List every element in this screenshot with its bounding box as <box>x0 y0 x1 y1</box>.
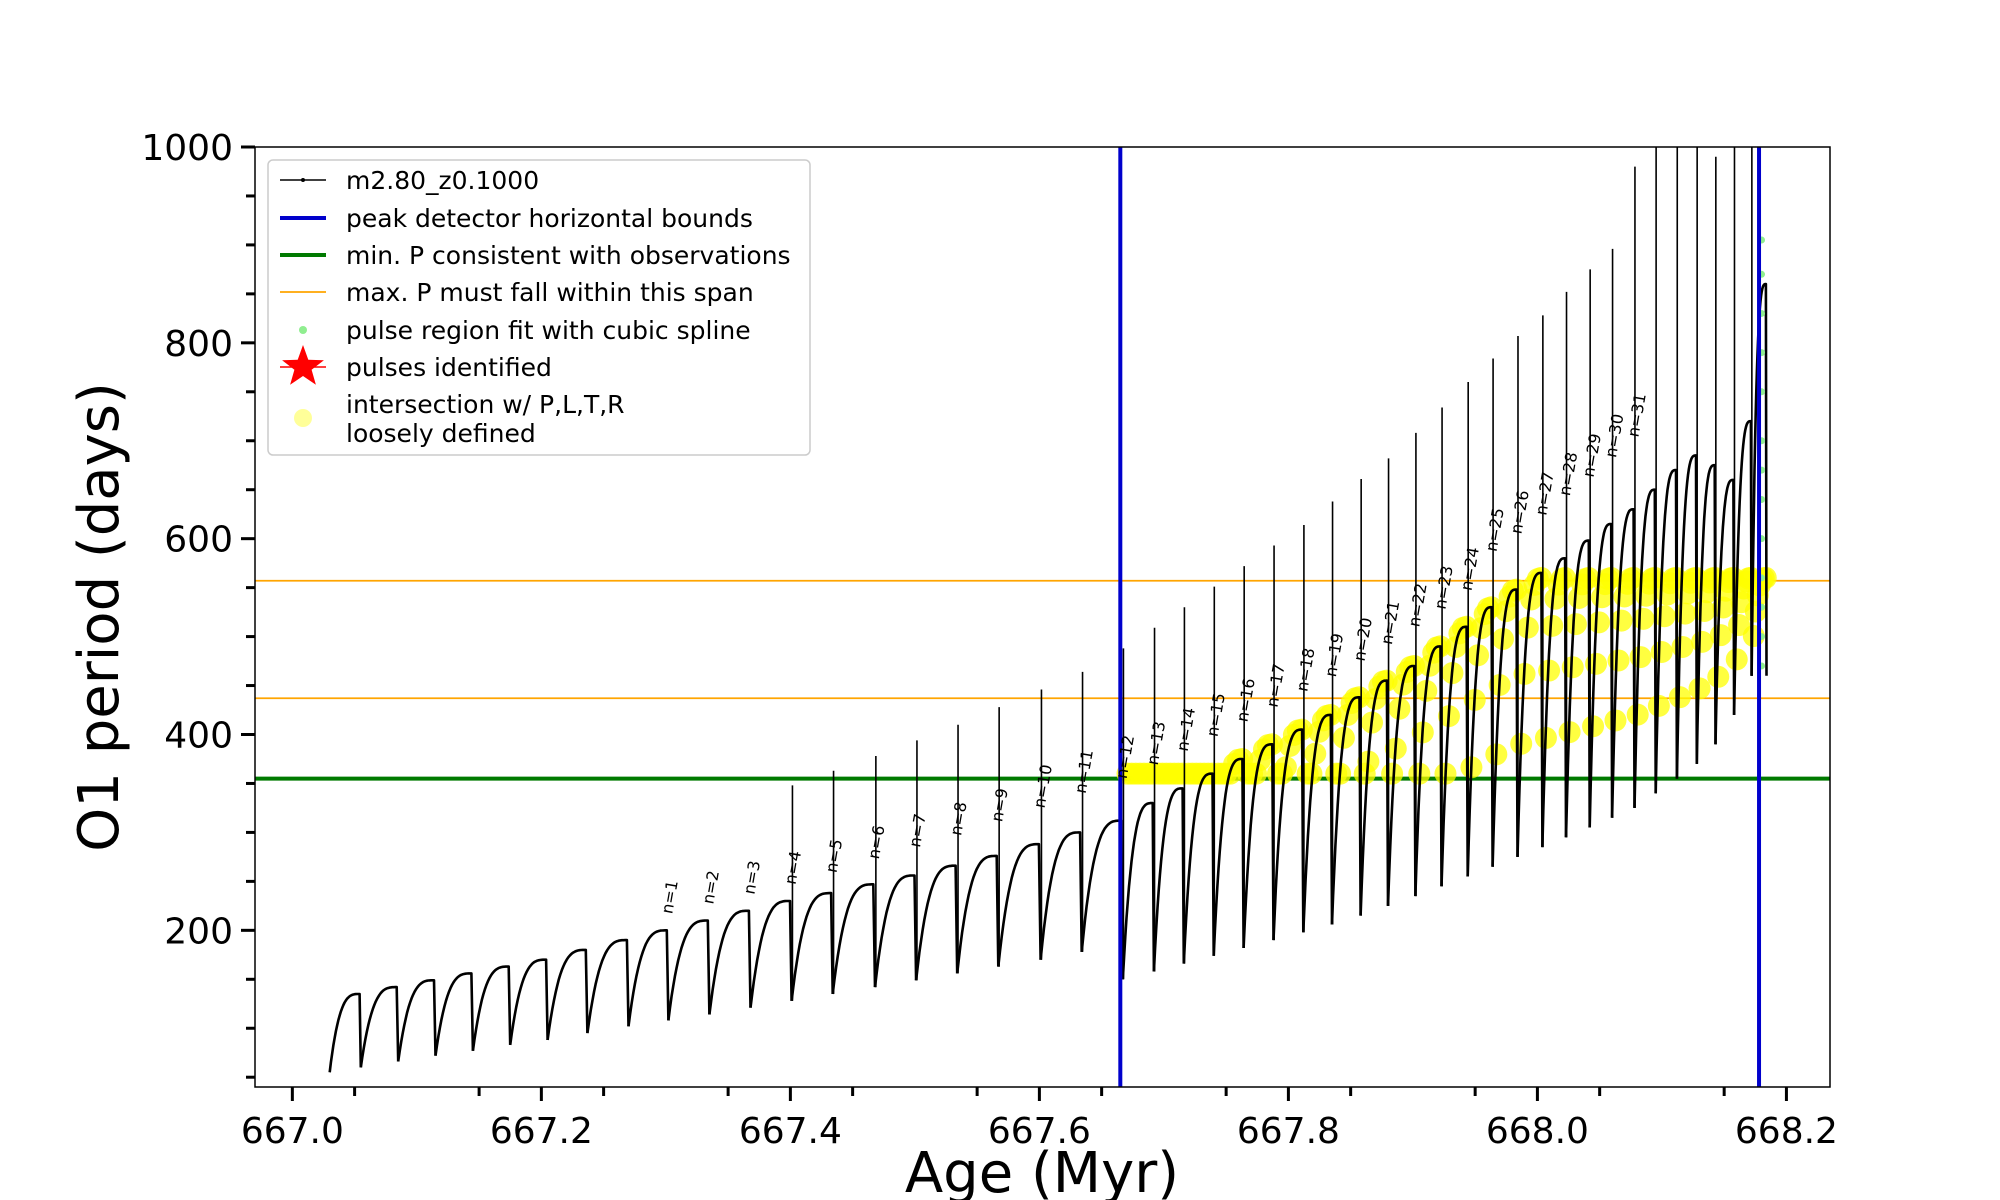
pulse-curve-28 <box>1330 696 1362 925</box>
plot-content: n=1 n=2 n=3 n=4 n=5 n=6 n=7 n=8 n=9 n=10 n=11 n=12 n… <box>255 147 1830 1087</box>
pulse-curve-1 <box>328 992 363 1073</box>
x-tick-label-4: 667.8 <box>1237 1111 1340 1152</box>
y-tick-label-1: 400 <box>164 716 233 757</box>
pulse-curve-18 <box>997 842 1042 967</box>
plot-area: n=1 n=2 n=3 n=4 n=5 n=6 n=7 n=8 n=9 n=10 n=11 n=12 n… <box>255 147 1830 1087</box>
pulse-curve-4 <box>434 972 475 1056</box>
pulse-curve-37 <box>1564 539 1591 838</box>
x-tick-label-5: 668.0 <box>1486 1111 1589 1152</box>
pulse-curve-29 <box>1359 679 1390 916</box>
pulse-curve-8 <box>586 938 630 1034</box>
legend-label-7: intersection w/ P,L,T,R <box>346 390 625 419</box>
y-tick-label-0: 200 <box>164 911 233 952</box>
pulse-curve-12 <box>749 899 793 1008</box>
pulse-curve-11 <box>708 909 752 1015</box>
pulse-curve-45 <box>1732 419 1753 715</box>
pulse-curve-5 <box>471 965 512 1051</box>
x-tick-label-2: 667.4 <box>739 1111 842 1152</box>
legend-swatch-circle <box>294 409 312 427</box>
pulse-curve-44 <box>1714 478 1736 745</box>
legend-swatch-star <box>282 345 324 385</box>
pulse-curve-40 <box>1633 488 1657 808</box>
legend-frame <box>267 159 811 456</box>
intersection-marker <box>1691 630 1714 653</box>
pulse-curve-35 <box>1516 571 1544 857</box>
pulse-curve-38 <box>1588 522 1614 828</box>
pulse-curve-31 <box>1414 645 1443 897</box>
pulse-curve-13 <box>790 891 834 1001</box>
x-tick-label-6: 668.2 <box>1735 1111 1838 1152</box>
legend-label-4: max. P must fall within this span <box>346 278 754 307</box>
intersection-marker <box>1632 607 1655 630</box>
axes: 667.0 667.2 667.4 667.6 667.8 668.0 668.2 200 40… <box>141 128 1838 1152</box>
legend-swatch-dot <box>299 326 307 334</box>
pulse-curve-15 <box>873 874 918 988</box>
intersection-marker <box>1588 611 1611 634</box>
pulse-curve-2 <box>359 985 400 1068</box>
pulse-curve-20 <box>1080 819 1125 980</box>
pulse-curve-14 <box>831 883 877 995</box>
pulse-curve-27 <box>1302 713 1334 933</box>
intersection-marker <box>1671 635 1694 658</box>
legend-label-6: pulses identified <box>346 353 552 382</box>
y-tick-label-4: 1000 <box>141 128 233 169</box>
x-axis-title: Age (Myr) <box>905 1141 1179 1200</box>
legend-label-2: peak detector horizontal bounds <box>346 204 753 233</box>
pulse-curve-33 <box>1466 605 1494 877</box>
intersection-marker <box>1610 609 1633 632</box>
plot-frame <box>254 146 1831 1088</box>
pulse-curve-21 <box>1121 801 1156 980</box>
x-tick-label-0: 667.0 <box>241 1111 344 1152</box>
legend-label-3: min. P consistent with observations <box>346 241 791 270</box>
x-tick-label-1: 667.2 <box>490 1111 593 1152</box>
y-tick-label-3: 800 <box>164 324 233 365</box>
pulse-curve-7 <box>546 948 589 1041</box>
pulse-curve-24 <box>1212 757 1245 956</box>
pulse-curve-25 <box>1242 743 1275 949</box>
pulse-curve-23 <box>1182 772 1215 964</box>
legend-label-7-line2: loosely defined <box>346 419 536 448</box>
pulse-curve-26 <box>1272 728 1305 941</box>
pulse-curve-34 <box>1491 588 1519 867</box>
intersection-marker <box>1564 613 1587 636</box>
y-axis-title: O1 period (days) <box>67 382 132 852</box>
pulse-curve-22 <box>1152 787 1186 972</box>
pulse-curve-39 <box>1610 508 1636 818</box>
pulse-curve-41 <box>1654 468 1679 794</box>
pulse-curve-3 <box>396 979 437 1062</box>
pulse-curve-19 <box>1039 831 1083 960</box>
pulse-curve-6 <box>508 958 549 1046</box>
pulse-curve-36 <box>1541 557 1568 848</box>
pulse-curve-16 <box>914 864 959 981</box>
pulse-curve-43 <box>1695 463 1717 764</box>
pulse-curve-9 <box>627 929 670 1027</box>
intersection-marker <box>1725 648 1748 671</box>
x-tick-label-3: 667.6 <box>988 1111 1091 1152</box>
y-tick-label-2: 600 <box>164 520 233 561</box>
pulse-curve-30 <box>1386 664 1417 906</box>
intersection-marker <box>1541 614 1564 637</box>
legend-label-5: pulse region fit with cubic spline <box>346 316 751 345</box>
pulse-curve-10 <box>667 919 711 1021</box>
pulse-curve-42 <box>1675 454 1699 779</box>
legend-swatch-series-marker <box>301 178 305 182</box>
pulse-curve-17 <box>955 854 1000 974</box>
legend-label-1: m2.80_z0.1000 <box>346 166 539 195</box>
pulse-curve-32 <box>1440 625 1469 887</box>
